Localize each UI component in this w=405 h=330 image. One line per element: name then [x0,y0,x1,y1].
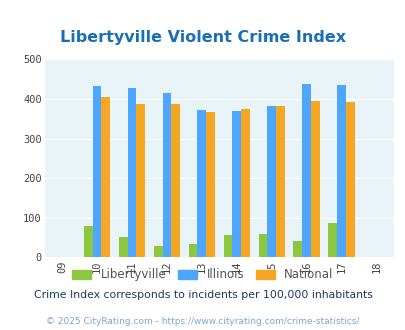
Bar [241,109,249,257]
Bar [197,110,206,257]
Bar [232,111,241,257]
Bar [119,237,127,257]
Bar [336,85,345,257]
Bar [188,244,197,257]
Bar [345,102,354,257]
Text: Libertyville Violent Crime Index: Libertyville Violent Crime Index [60,30,345,46]
Bar [162,93,171,257]
Bar [223,235,232,257]
Text: Crime Index corresponds to incidents per 100,000 inhabitants: Crime Index corresponds to incidents per… [34,290,371,300]
Bar [92,85,101,257]
Bar [206,113,214,257]
Bar [301,84,310,257]
Bar [84,226,92,257]
Bar [310,101,319,257]
Bar [153,246,162,257]
Text: © 2025 CityRating.com - https://www.cityrating.com/crime-statistics/: © 2025 CityRating.com - https://www.city… [46,317,359,326]
Bar [266,106,275,257]
Bar [101,97,110,257]
Bar [293,241,301,257]
Legend: Libertyville, Illinois, National: Libertyville, Illinois, National [68,265,337,285]
Bar [258,234,266,257]
Bar [136,104,145,257]
Bar [275,106,284,257]
Bar [127,88,136,257]
Bar [171,104,179,257]
Bar [328,222,336,257]
